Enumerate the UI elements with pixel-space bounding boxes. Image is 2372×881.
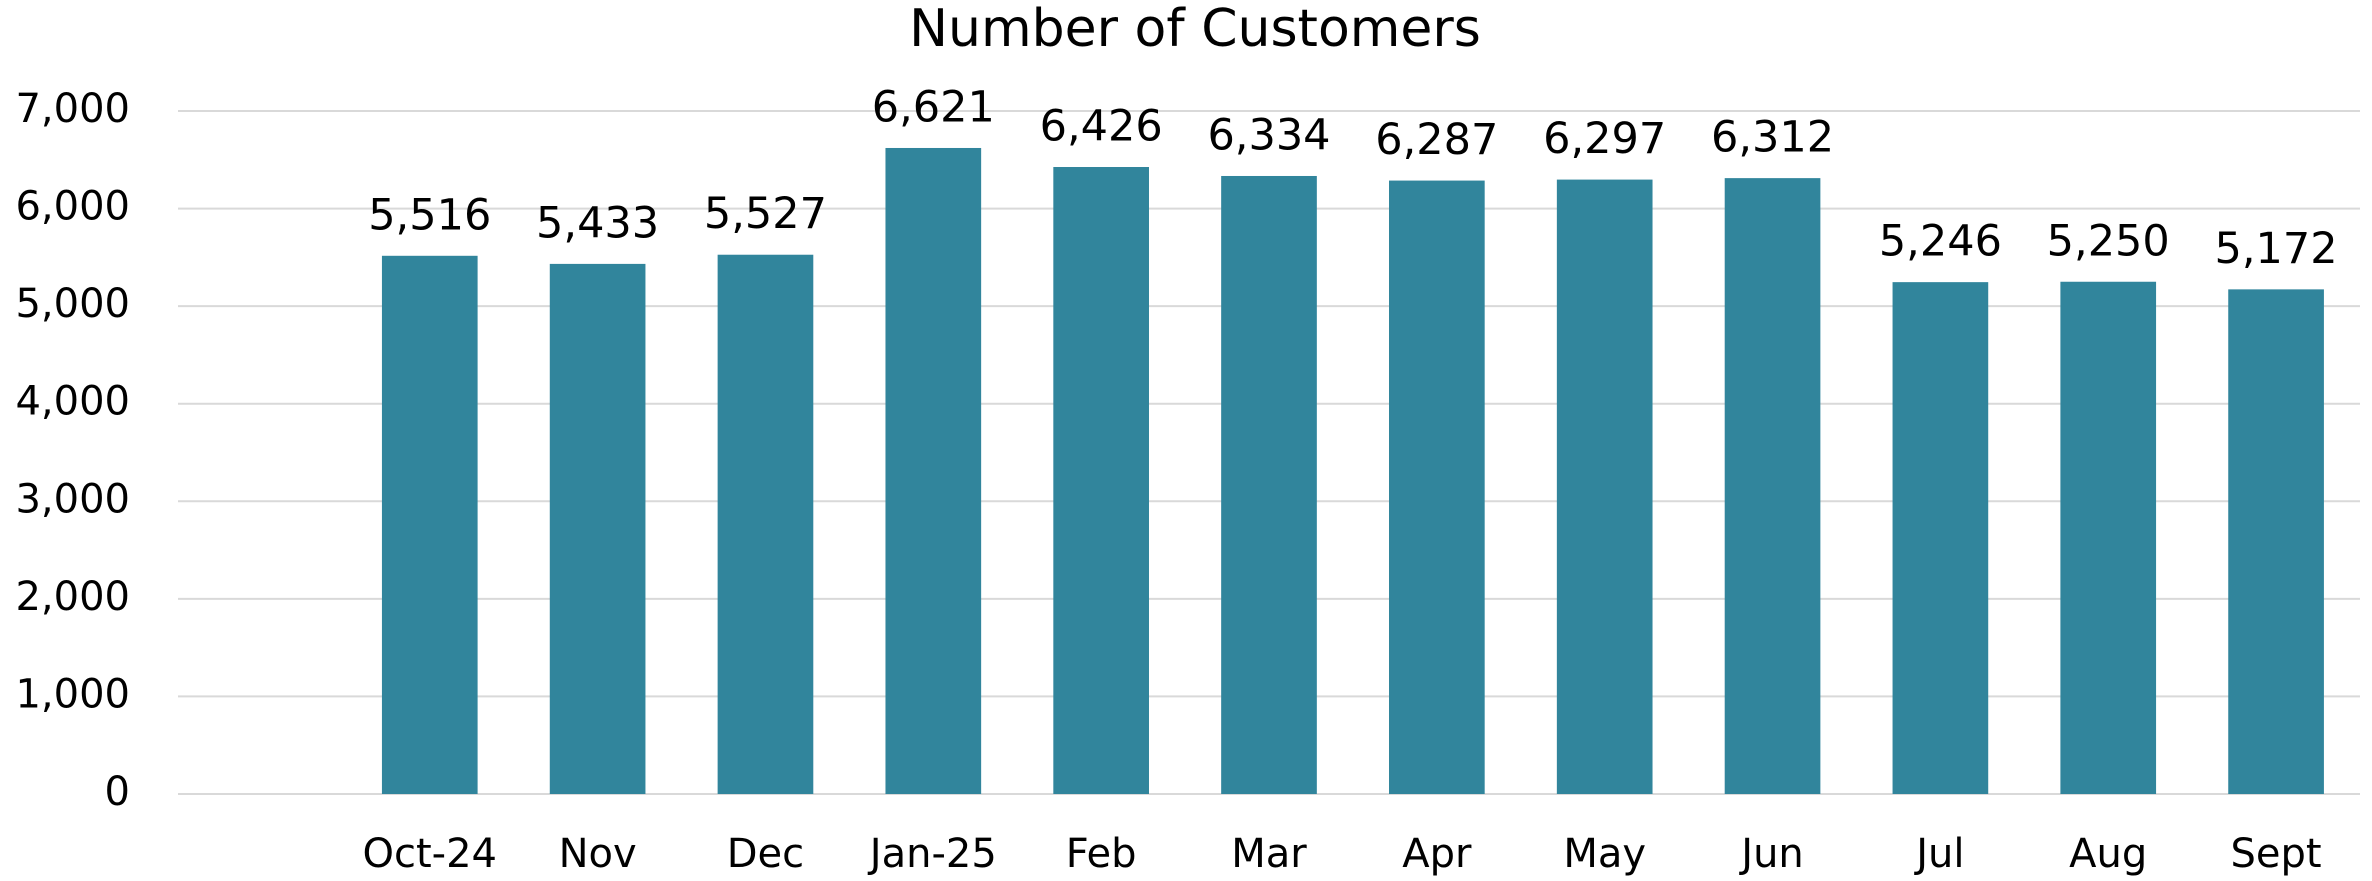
x-tick-label: Mar [1231, 831, 1307, 877]
y-tick-label: 4,000 [15, 379, 130, 425]
x-tick-label: Apr [1402, 831, 1472, 877]
data-label: 6,426 [1040, 102, 1163, 152]
data-label: 5,250 [2047, 216, 2170, 266]
data-label: 5,516 [368, 190, 491, 240]
x-tick-label: Jun [1738, 831, 1804, 877]
bar [2060, 281, 2157, 794]
y-tick-label: 1,000 [15, 671, 130, 717]
bar [1053, 167, 1149, 795]
x-tick-label: Oct-24 [363, 831, 498, 877]
bar [1221, 175, 1317, 795]
bar [717, 254, 814, 794]
bar [549, 263, 646, 795]
bar [1892, 282, 1989, 794]
y-tick-label: 3,000 [15, 476, 130, 522]
bar [1724, 178, 1821, 794]
y-tick-label: 0 [105, 769, 130, 815]
bar [1389, 180, 1485, 795]
x-tick-label: Dec [727, 831, 804, 877]
bar [1556, 179, 1653, 794]
x-tick-label: Feb [1066, 831, 1137, 877]
y-tick-label: 6,000 [15, 184, 130, 230]
y-tick-label: 7,000 [15, 86, 130, 132]
x-tick-label: Jan-25 [867, 831, 997, 877]
x-tick-label: Sept [2231, 831, 2322, 877]
bar [2228, 289, 2324, 794]
y-tick-label: 5,000 [15, 281, 130, 327]
data-label: 6,334 [1207, 110, 1330, 160]
data-label: 5,527 [704, 189, 827, 239]
data-label: 6,621 [872, 82, 995, 132]
data-label: 5,172 [2215, 224, 2338, 274]
bar [381, 255, 478, 794]
data-label: 5,433 [536, 198, 659, 248]
chart-title: Number of Customers [909, 0, 1481, 59]
data-label: 5,246 [1879, 217, 2002, 267]
bar [885, 147, 982, 795]
data-label: 6,312 [1711, 113, 1834, 163]
x-tick-label: Nov [559, 831, 637, 877]
x-tick-label: Jul [1913, 831, 1964, 877]
y-tick-label: 2,000 [15, 574, 130, 620]
x-tick-label: Aug [2069, 831, 2147, 877]
x-tick-label: May [1563, 831, 1646, 877]
data-label: 6,297 [1543, 114, 1666, 164]
data-label: 6,287 [1375, 115, 1498, 165]
